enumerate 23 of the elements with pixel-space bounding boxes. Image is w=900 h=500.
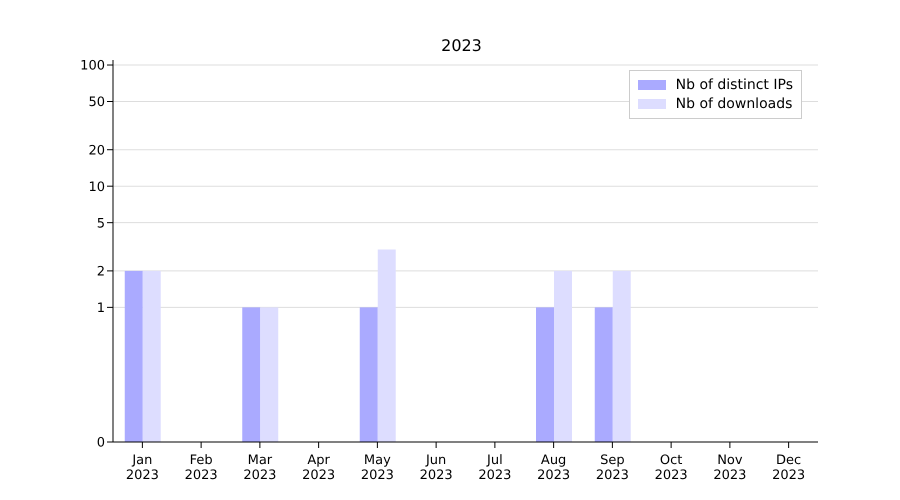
y-tick-label: 20 — [88, 143, 105, 158]
x-tick-label: Aug 2023 — [537, 453, 570, 483]
x-tick-label: Sep 2023 — [596, 453, 629, 483]
x-tick-label: Dec 2023 — [772, 453, 806, 483]
y-tick-label: 2 — [96, 264, 105, 280]
x-tick-label: Feb 2023 — [184, 453, 218, 483]
x-tick-label: Oct 2023 — [654, 453, 688, 483]
legend-label: Nb of downloads — [676, 96, 792, 112]
legend-label: Nb of distinct IPs — [676, 77, 793, 93]
x-tick-label: Apr 2023 — [302, 453, 336, 483]
y-tick-label: 5 — [96, 216, 105, 232]
y-tick-label: 1 — [96, 300, 105, 316]
chart-title: 2023 — [440, 36, 483, 55]
y-tick-label: 0 — [96, 436, 105, 451]
x-tick-label: Nov 2023 — [713, 453, 746, 483]
x-tick-label: Jul 2023 — [478, 453, 512, 483]
x-tick-label: Jun 2023 — [420, 453, 453, 483]
y-tick-label: 10 — [88, 180, 105, 195]
x-tick-label: Mar 2023 — [243, 453, 276, 483]
y-tick-label: 50 — [88, 95, 105, 110]
x-tick-label: Jan 2023 — [126, 453, 159, 483]
x-tick-label: May 2023 — [360, 453, 394, 483]
y-tick-label: 100 — [80, 58, 105, 74]
